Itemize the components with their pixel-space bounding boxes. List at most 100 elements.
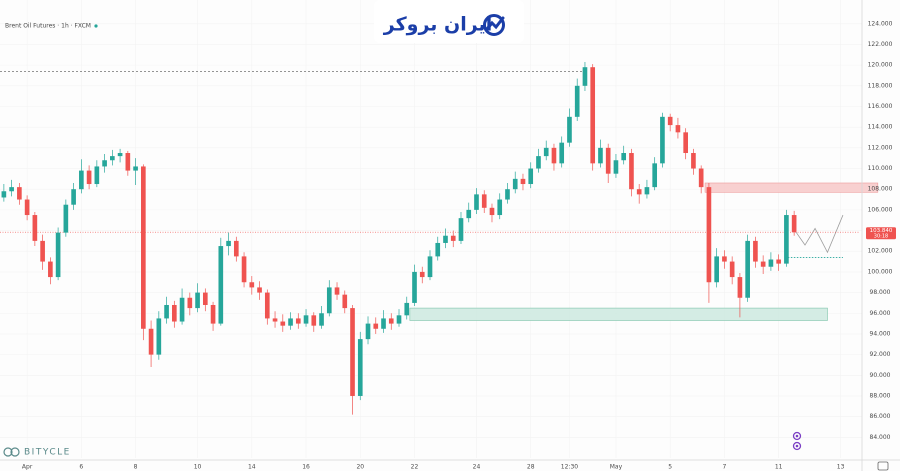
x-tick-label: 8	[134, 464, 138, 471]
x-tick-label: 28	[527, 464, 535, 471]
candle-body	[466, 209, 472, 219]
zone	[704, 182, 879, 193]
event-marker-dot	[795, 444, 799, 448]
candle-body	[737, 277, 743, 298]
y-tick-label: 112.000	[868, 144, 893, 151]
x-tick-label: 12:30	[561, 464, 578, 471]
logo: ایران بروکر	[374, 0, 524, 43]
watermark-icon	[3, 447, 13, 457]
candle-body	[187, 297, 193, 309]
candle-body	[40, 240, 45, 262]
candle-body	[303, 315, 309, 324]
candle-body	[660, 116, 665, 164]
candle-body	[543, 147, 549, 157]
candle-body	[32, 215, 38, 241]
y-tick-label: 86.000	[870, 413, 891, 420]
x-tick-label: 20	[356, 464, 364, 471]
candle-body	[79, 170, 84, 190]
logo-text: ایران بروکر	[383, 14, 492, 36]
candle-body	[311, 315, 317, 326]
candle-body	[419, 271, 425, 278]
candle-body	[536, 156, 541, 169]
candle-body	[110, 156, 115, 161]
x-tick-label: 6	[79, 464, 83, 471]
candle-body	[226, 240, 231, 247]
candle-body	[629, 153, 634, 190]
candle-body	[784, 215, 789, 264]
y-tick-label: 124.000	[868, 20, 893, 27]
watermark: BITYCLE	[3, 447, 69, 458]
y-tick-label: 122.000	[868, 41, 893, 48]
candle-body	[133, 166, 138, 171]
candle-body	[621, 153, 627, 161]
candle-body	[195, 292, 200, 309]
candle-body	[172, 304, 177, 322]
logo-arrow	[485, 16, 505, 31]
candle-body	[396, 315, 402, 324]
axis-layer: 84.000 86.000 88.000 90.000 92.000 94.000 96.0…	[22, 20, 896, 471]
x-tick-label: 14	[248, 464, 256, 471]
candle-body	[691, 153, 696, 169]
event-marker[interactable]	[792, 431, 802, 441]
projection-line	[794, 214, 844, 254]
candle-body	[288, 318, 293, 326]
y-tick-label: 106.000	[868, 206, 893, 213]
candle-body	[295, 318, 301, 324]
candle-body	[326, 287, 332, 314]
y-tick-label: 84.000	[870, 434, 891, 441]
candle-body	[381, 318, 386, 329]
status-dot	[94, 24, 98, 28]
candle-body	[512, 178, 518, 190]
candle-body	[481, 194, 487, 208]
event-marker[interactable]	[792, 441, 802, 451]
candle-body	[706, 187, 712, 283]
y-tick-label: 108.000	[868, 186, 893, 193]
plot-layer	[1, 62, 797, 415]
y-tick-label: 92.000	[870, 351, 891, 358]
event-marker-dot	[795, 434, 799, 438]
zone	[409, 307, 828, 321]
candle-body	[164, 304, 169, 319]
candle-body	[94, 166, 100, 185]
candle-body	[745, 240, 750, 298]
candle-body	[753, 240, 758, 262]
candle-body	[24, 199, 30, 216]
x-tick-label: 22	[411, 464, 419, 471]
candle-body	[264, 292, 270, 319]
settings-button[interactable]	[877, 461, 889, 471]
candle-body	[233, 240, 239, 257]
candle-body	[350, 308, 355, 396]
y-tick-label: 120.000	[868, 62, 893, 69]
y-tick-label: 96.000	[870, 310, 891, 317]
candle-body	[272, 318, 278, 322]
y-tick-label: 102.000	[868, 248, 893, 255]
candle-body	[17, 187, 22, 200]
countdown-label: 30:18	[874, 234, 888, 240]
x-tick-label: 13	[837, 464, 845, 471]
candle-body	[605, 147, 611, 174]
candle-body	[458, 218, 464, 241]
candle-body	[528, 168, 534, 185]
candle-body	[357, 339, 363, 396]
last-price-label: 103.840	[870, 228, 893, 234]
candle-body	[9, 187, 14, 192]
candle-body	[551, 147, 557, 164]
candle-body	[667, 116, 673, 126]
candle-body	[644, 187, 650, 195]
candle-body	[388, 318, 394, 324]
x-tick-label: 5	[668, 464, 672, 471]
candle-body	[218, 246, 224, 324]
candle-body	[497, 199, 503, 216]
y-tick-label: 118.000	[868, 82, 893, 89]
candle-body	[141, 166, 146, 329]
candle-body	[241, 256, 247, 283]
overlay-layer	[0, 70, 879, 321]
x-tick-label: May	[610, 464, 623, 471]
candle-body	[559, 142, 565, 164]
y-tick-label: 110.000	[868, 165, 893, 172]
candle-body	[776, 259, 781, 264]
candle-body	[443, 235, 448, 243]
candle-body	[474, 194, 479, 210]
